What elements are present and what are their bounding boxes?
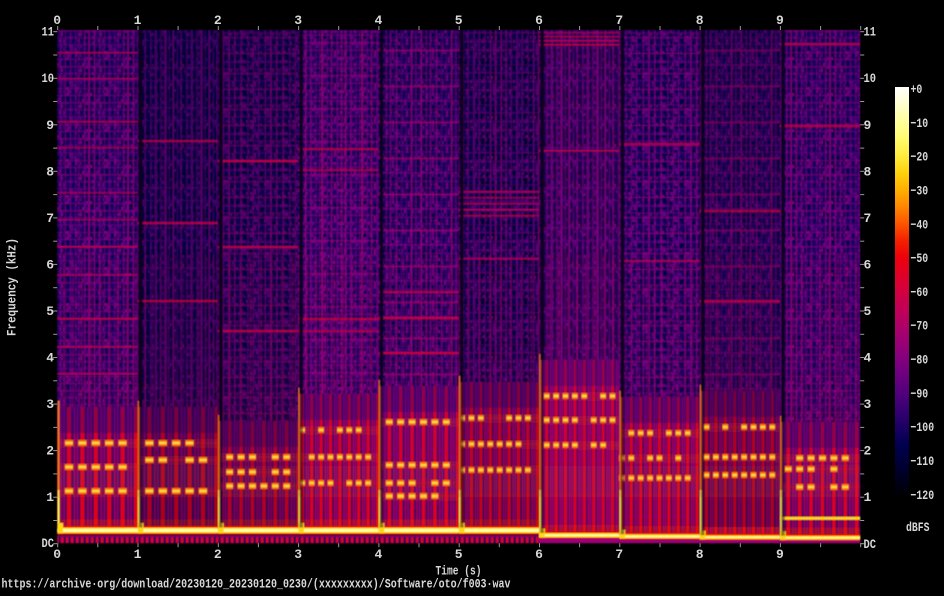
svg-text:4: 4 (864, 351, 872, 366)
svg-text:−60: −60 (911, 285, 929, 300)
svg-text:0: 0 (53, 13, 61, 28)
svg-text:8: 8 (864, 164, 872, 179)
svg-text:dBFS: dBFS (906, 520, 930, 535)
svg-text:6: 6 (535, 13, 543, 28)
svg-text:3: 3 (46, 397, 54, 412)
svg-text:1: 1 (134, 13, 142, 28)
svg-text:11: 11 (864, 25, 877, 40)
svg-text:5: 5 (455, 547, 463, 562)
svg-text:9: 9 (776, 547, 784, 562)
svg-text:3: 3 (864, 397, 872, 412)
svg-text:3: 3 (294, 547, 302, 562)
svg-text:0: 0 (53, 547, 61, 562)
svg-text:8: 8 (696, 547, 704, 562)
svg-text:6: 6 (535, 547, 543, 562)
svg-text:https://archive·org/download/2: https://archive·org/download/20230120_20… (2, 577, 511, 592)
svg-text:5: 5 (455, 13, 463, 28)
svg-text:4: 4 (374, 13, 382, 28)
svg-text:Time (s): Time (s) (436, 564, 482, 579)
svg-text:3: 3 (294, 13, 302, 28)
svg-text:DC: DC (42, 536, 55, 551)
svg-text:2: 2 (214, 13, 222, 28)
svg-text:2: 2 (46, 444, 54, 459)
svg-text:Frequency (kHz): Frequency (kHz) (5, 238, 20, 336)
svg-text:−100: −100 (911, 420, 935, 435)
svg-text:4: 4 (374, 547, 382, 562)
svg-text:1: 1 (864, 490, 872, 505)
svg-text:5: 5 (864, 304, 872, 319)
svg-text:−70: −70 (911, 319, 929, 334)
svg-text:+0: +0 (911, 82, 923, 97)
svg-text:7: 7 (615, 547, 623, 562)
svg-text:−50: −50 (911, 251, 929, 266)
svg-text:6: 6 (864, 257, 872, 272)
svg-text:7: 7 (46, 211, 54, 226)
svg-text:8: 8 (696, 13, 704, 28)
svg-text:6: 6 (46, 257, 54, 272)
svg-text:9: 9 (776, 13, 784, 28)
svg-text:1: 1 (134, 547, 142, 562)
svg-text:9: 9 (864, 118, 872, 133)
svg-text:−30: −30 (911, 184, 929, 199)
svg-text:11: 11 (42, 25, 55, 40)
svg-text:−20: −20 (911, 150, 929, 165)
svg-text:4: 4 (46, 351, 54, 366)
svg-text:2: 2 (214, 547, 222, 562)
svg-text:−110: −110 (911, 454, 935, 469)
svg-text:2: 2 (864, 444, 872, 459)
svg-text:−40: −40 (911, 217, 929, 232)
svg-text:−10: −10 (911, 116, 929, 131)
svg-text:−80: −80 (911, 353, 929, 368)
svg-text:−90: −90 (911, 386, 929, 401)
svg-text:5: 5 (46, 304, 54, 319)
svg-text:DC: DC (864, 537, 877, 552)
svg-text:1: 1 (46, 490, 54, 505)
svg-text:10: 10 (864, 71, 877, 86)
svg-text:−120: −120 (911, 488, 935, 503)
svg-text:7: 7 (864, 211, 872, 226)
svg-text:7: 7 (615, 13, 623, 28)
svg-text:9: 9 (46, 118, 54, 133)
svg-text:8: 8 (46, 164, 54, 179)
svg-text:10: 10 (42, 71, 55, 86)
